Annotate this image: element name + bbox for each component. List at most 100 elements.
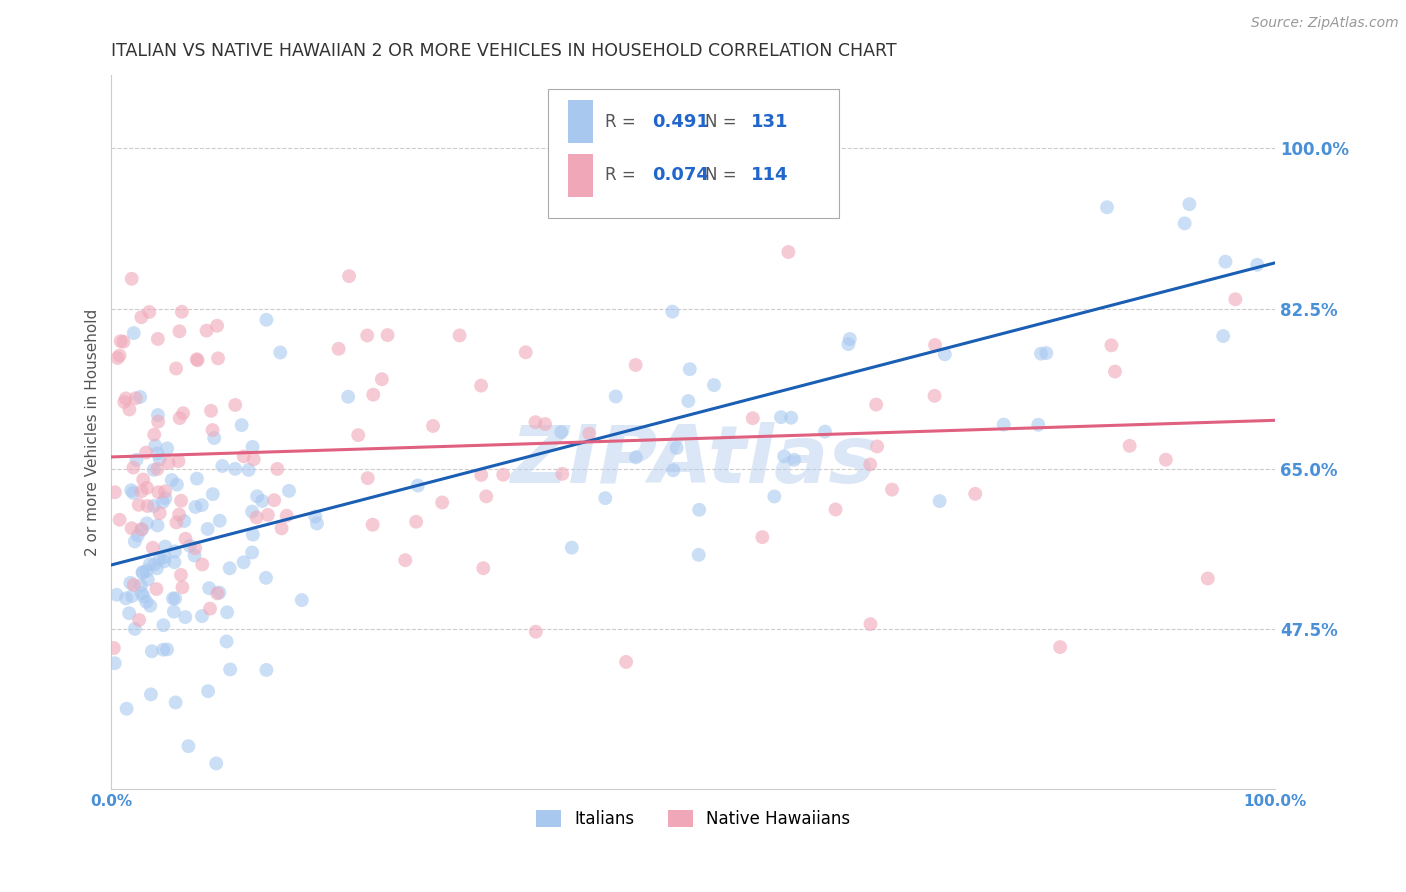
Point: [170, 305, 193, 319]
Point: [780, 410, 803, 425]
Point: [924, 389, 946, 403]
Point: [1212, 329, 1234, 343]
Point: [202, 431, 225, 445]
Point: [195, 324, 218, 338]
Point: [120, 575, 142, 590]
Point: [866, 439, 889, 453]
Point: [624, 358, 647, 372]
Point: [741, 411, 763, 425]
Point: [263, 493, 285, 508]
Point: [165, 516, 187, 530]
Point: [191, 558, 214, 572]
Point: [153, 484, 176, 499]
Point: [422, 419, 444, 434]
Point: [1154, 452, 1177, 467]
Point: [186, 353, 208, 368]
Point: [173, 514, 195, 528]
Y-axis label: 2 or more Vehicles in Household: 2 or more Vehicles in Household: [86, 309, 100, 556]
Point: [165, 591, 187, 606]
Point: [1104, 365, 1126, 379]
Point: [201, 423, 224, 437]
Point: [593, 491, 616, 505]
Point: [131, 586, 153, 600]
Point: [551, 467, 574, 481]
Point: [148, 485, 170, 500]
Point: [121, 521, 143, 535]
Point: [125, 453, 148, 467]
Point: [179, 539, 201, 553]
Point: [242, 527, 264, 541]
Point: [305, 516, 328, 531]
Point: [103, 640, 125, 655]
Point: [678, 394, 700, 409]
Point: [865, 398, 887, 412]
Point: [115, 591, 138, 606]
Point: [186, 472, 208, 486]
Point: [167, 454, 190, 468]
Point: [449, 328, 471, 343]
Point: [242, 440, 264, 454]
Point: [125, 391, 148, 405]
Point: [688, 548, 710, 562]
Point: [224, 398, 246, 412]
Point: [605, 389, 627, 403]
Point: [475, 489, 498, 503]
Point: [783, 452, 806, 467]
Point: [198, 601, 221, 615]
Point: [778, 245, 800, 260]
Point: [405, 515, 427, 529]
Point: [304, 509, 326, 524]
Point: [751, 530, 773, 544]
Point: [200, 404, 222, 418]
Point: [524, 624, 547, 639]
Point: [703, 378, 725, 392]
Point: [118, 402, 141, 417]
Point: [191, 498, 214, 512]
Point: [250, 494, 273, 508]
Point: [166, 477, 188, 491]
Point: [146, 446, 169, 460]
Point: [201, 487, 224, 501]
Point: [406, 478, 429, 492]
Point: [174, 532, 197, 546]
Text: 0.491: 0.491: [652, 112, 710, 130]
Point: [110, 334, 132, 349]
Point: [254, 571, 277, 585]
Point: [561, 541, 583, 555]
Point: [1178, 197, 1201, 211]
Text: ZIPAtlas: ZIPAtlas: [510, 422, 876, 500]
Point: [127, 528, 149, 542]
Point: [184, 500, 207, 514]
Point: [136, 499, 159, 513]
Point: [278, 483, 301, 498]
Point: [773, 450, 796, 464]
Point: [132, 473, 155, 487]
Point: [492, 467, 515, 482]
Point: [122, 486, 145, 500]
Point: [132, 566, 155, 580]
Legend: Italians, Native Hawaiians: Italians, Native Hawaiians: [530, 803, 858, 834]
Point: [880, 483, 903, 497]
Point: [184, 541, 207, 556]
Point: [153, 554, 176, 568]
Point: [859, 617, 882, 632]
Point: [276, 508, 298, 523]
Point: [177, 739, 200, 754]
Point: [169, 411, 191, 425]
Point: [472, 561, 495, 575]
Point: [152, 642, 174, 657]
Point: [240, 505, 263, 519]
Point: [205, 318, 228, 333]
Point: [224, 462, 246, 476]
Point: [163, 605, 186, 619]
Point: [270, 521, 292, 535]
Point: [148, 552, 170, 566]
FancyBboxPatch shape: [568, 100, 593, 143]
Point: [1118, 439, 1140, 453]
Point: [135, 564, 157, 578]
Point: [131, 523, 153, 537]
Point: [143, 427, 166, 442]
Point: [218, 561, 240, 575]
Point: [146, 462, 169, 476]
Point: [121, 589, 143, 603]
